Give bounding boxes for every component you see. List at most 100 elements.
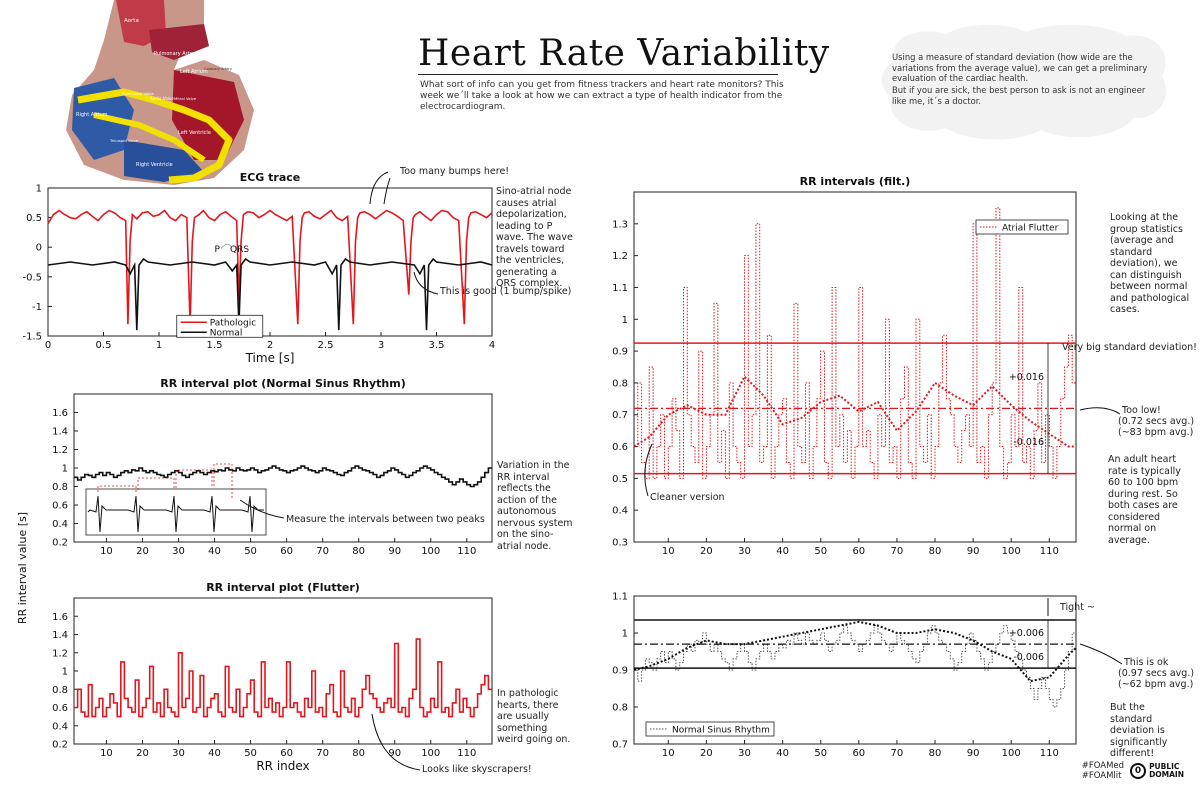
rr-normal-ytick-label: 1.2 [52, 445, 68, 456]
rr-normal-xtick-label: 10 [100, 546, 113, 557]
intro-text: What sort of info can you get from fitne… [420, 80, 784, 112]
rr-flutter-xtick-label: 100 [421, 748, 440, 759]
ecg-xtick-label: 1.5 [207, 340, 223, 351]
rr-filt-normal-std-plus: +0.006 [1009, 628, 1044, 639]
ecg-xtick-label: 3.5 [429, 340, 445, 351]
rr-filt-flutter-ytick-label: 1.3 [612, 219, 628, 230]
title-underline [418, 74, 778, 75]
rr-filt-flutter-ytick-label: 0.5 [612, 474, 628, 485]
heart-label-pulmonary-artery: Pulmonary Artery [154, 51, 198, 57]
rr-filt-flutter-xtick-label: 40 [776, 546, 789, 557]
note-too-many-bumps: Too many bumps here! [400, 166, 510, 177]
pd-line-1: PUBLIC [1149, 762, 1180, 771]
rr-filt-flutter-frame [633, 191, 1077, 543]
rr-filt-flutter-ytick-label: 0.7 [612, 410, 628, 421]
note-adult-rate: An adult heart rate is typically 60 to 1… [1108, 454, 1181, 546]
ecg-xtick-label: 0 [45, 340, 51, 351]
ecg-inset-trace [87, 495, 264, 533]
rr-normal-xtick-label: 40 [208, 546, 221, 557]
rr-flutter-ytick-label: 0.6 [52, 703, 68, 714]
note-too-low-avg: (0.72 secs avg.) [1118, 416, 1195, 427]
rr-flutter-xtick-label: 80 [352, 748, 365, 759]
ecg-xtick-label: 2.5 [318, 340, 334, 351]
rr-filt-normal-xtick-label: 30 [738, 748, 751, 759]
hashtag-foamlit: #FOAMlit [1081, 771, 1122, 781]
heart-label-right-atrium: Right Atrium [76, 112, 108, 118]
note-tight: Tight ~ [1060, 602, 1095, 613]
rr-normal-xtick-label: 60 [280, 546, 293, 557]
public-domain-logo: 0 PUBLIC DOMAIN [1130, 763, 1184, 779]
rr-filt-normal-xtick-label: 10 [662, 748, 675, 759]
arrow-skyscrapers [371, 713, 421, 771]
rr-normal-series [74, 465, 492, 488]
rr-flutter-xtick-label: 20 [136, 748, 149, 759]
rr-flutter-series [74, 638, 492, 718]
rr-flutter-ytick-label: 1.6 [52, 612, 68, 623]
ecg-ytick-label: 0.5 [26, 213, 42, 224]
rr-filt-flutter-ytick-label: 1 [622, 315, 628, 326]
heart-label-tricuspid-valve: Tricuspid Valve [109, 138, 139, 143]
rr-filt-normal-xtick-label: 50 [814, 748, 827, 759]
public-domain-icon: 0 [1130, 763, 1147, 779]
rr-normal-xtick-label: 110 [457, 546, 476, 557]
note-this-is-good: This is good (1 bump/spike) [440, 286, 572, 297]
rr-filt-normal-xtick-label: 110 [1040, 748, 1059, 759]
heart-illustration: Aorta Pulmonary Artery Left Atrium Coron… [66, 0, 254, 185]
note-ok-bpm: (~62 bpm avg.) [1118, 679, 1194, 690]
cloud-text-1: Using a measure of standard deviation (h… [892, 52, 1148, 83]
note-sino-atrial: Sino-atrial node causes atrial depolariz… [496, 186, 573, 289]
arrow-good [413, 271, 439, 295]
ecg-xtick-label: 4 [489, 340, 495, 351]
heart-label-left-ventricle: Left Ventricle [178, 130, 211, 136]
footer-brand: #FOAMed #FOAMlit 0 PUBLIC DOMAIN [1082, 761, 1184, 781]
rr-filt-flutter-title: RR intervals (filt.) [800, 175, 911, 188]
rr-normal-ytick-label: 0.4 [52, 519, 68, 530]
ecg-legend-normal: Normal [210, 328, 243, 338]
rr-normal-ytick-label: 0.8 [52, 482, 68, 493]
rr-filt-normal-xtick-label: 20 [700, 748, 713, 759]
ecg-annotation-qrs: QRS [230, 245, 249, 255]
note-but-std: But the standard deviation is significan… [1110, 702, 1168, 759]
rr-filt-flutter-xtick-label: 20 [700, 546, 713, 557]
note-big-std: Very big standard deviation! [1062, 342, 1197, 353]
ecg-annotation-arc [220, 243, 233, 249]
arrow-cleaner [644, 443, 653, 497]
rr-filt-flutter-xtick-label: 90 [967, 546, 980, 557]
rr-filt-flutter-xtick-label: 100 [1002, 546, 1021, 557]
rr-normal-ytick-label: 0.6 [52, 501, 68, 512]
rr-filt-flutter-xtick-label: 60 [852, 546, 865, 557]
cloud-text-2: But if you are sick, the best person to … [892, 85, 1146, 106]
ecg-series-normal [47, 257, 493, 331]
rr-filt-flutter-xtick-label: 50 [814, 546, 827, 557]
rr-flutter-xlabel: RR index [256, 759, 309, 773]
rr-filt-normal-std-minus: -0.006 [1013, 652, 1044, 663]
ecg-xtick-label: 3 [378, 340, 384, 351]
rr-normal-xtick-label: 30 [172, 546, 185, 557]
ecg-xtick-label: 2 [267, 340, 273, 351]
arrow-measure [239, 499, 285, 519]
rr-flutter-xtick-label: 60 [280, 748, 293, 759]
filt-flutter-legend [975, 219, 1069, 235]
rr-filt-flutter-xtick-label: 110 [1040, 546, 1059, 557]
note-ok-avg: (0.97 secs avg.) [1118, 668, 1195, 679]
arrow-bumps-1 [369, 171, 389, 205]
note-too-low: Too low! [1122, 405, 1161, 416]
rr-flutter-ytick-label: 1 [62, 667, 68, 678]
ecg-ytick-label: -0.5 [22, 272, 42, 283]
rr-flutter-ytick-label: 1.2 [52, 648, 68, 659]
rr-filt-normal-smooth-series [633, 620, 1077, 683]
rr-flutter-xtick-label: 10 [100, 748, 113, 759]
rr-filt-flutter-xtick-label: 10 [662, 546, 675, 557]
rr-filt-normal-xtick-label: 90 [967, 748, 980, 759]
rr-filt-flutter-xtick-label: 30 [738, 546, 751, 557]
rr-flutter-title: RR interval plot (Flutter) [206, 581, 360, 594]
cloud-callout: Using a measure of standard deviation (h… [876, 20, 1174, 146]
rr-flutter-ytick-label: 0.4 [52, 721, 68, 732]
rr-normal-xtick-label: 80 [352, 546, 365, 557]
rr-flutter-xtick-label: 30 [172, 748, 185, 759]
ecg-legend-pathologic: Pathologic [210, 318, 256, 328]
rr-normal-xtick-label: 50 [244, 546, 257, 557]
rr-normal-ytick-label: 0.2 [52, 538, 68, 549]
rr-normal-ytick-label: 1 [62, 464, 68, 475]
rr-filt-flutter-ytick-label: 0.8 [612, 378, 628, 389]
